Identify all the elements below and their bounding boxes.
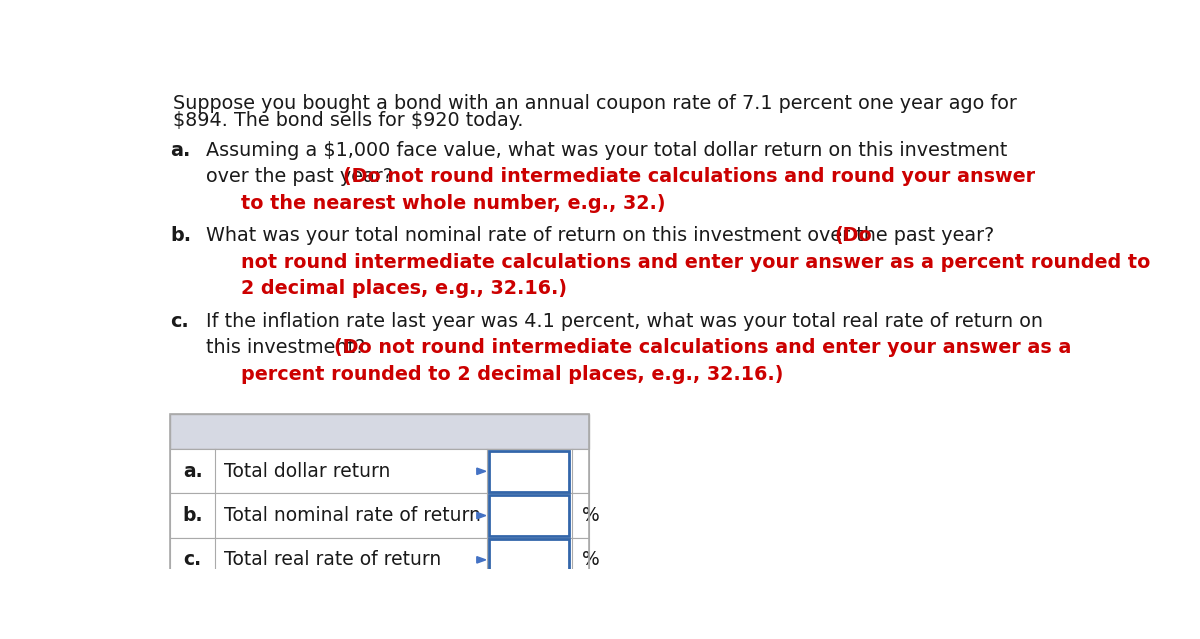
Text: %: % [582, 550, 599, 569]
Text: (Do not round intermediate calculations and enter your answer as a: (Do not round intermediate calculations … [334, 339, 1072, 357]
Polygon shape [476, 557, 486, 563]
Text: this investment?: this investment? [206, 339, 371, 357]
Text: not round intermediate calculations and enter your answer as a percent rounded t: not round intermediate calculations and … [241, 253, 1151, 272]
Text: What was your total nominal rate of return on this investment over the past year: What was your total nominal rate of retu… [206, 226, 1000, 245]
Text: If the inflation rate last year was 4.1 percent, what was your total real rate o: If the inflation rate last year was 4.1 … [206, 312, 1043, 331]
Text: to the nearest whole number, e.g., 32.): to the nearest whole number, e.g., 32.) [241, 194, 666, 213]
Polygon shape [476, 468, 486, 475]
Bar [170, 537, 589, 582]
Text: 2 decimal places, e.g., 32.16.): 2 decimal places, e.g., 32.16.) [241, 279, 568, 298]
Text: Total dollar return: Total dollar return [224, 462, 391, 481]
Polygon shape [476, 512, 486, 519]
Text: Total real rate of return: Total real rate of return [224, 550, 442, 569]
Text: (Do: (Do [834, 226, 872, 245]
Text: percent rounded to 2 decimal places, e.g., 32.16.): percent rounded to 2 decimal places, e.g… [241, 365, 784, 384]
Bar [170, 413, 589, 582]
Text: over the past year?: over the past year? [206, 167, 398, 186]
Bar [490, 495, 570, 536]
Text: Suppose you bought a bond with an annual coupon rate of 7.1 percent one year ago: Suppose you bought a bond with an annual… [173, 94, 1018, 113]
Bar [490, 450, 570, 492]
Text: c.: c. [170, 312, 190, 331]
Bar [170, 493, 589, 537]
Text: c.: c. [184, 550, 202, 569]
Text: %: % [582, 506, 599, 525]
Text: b.: b. [182, 506, 203, 525]
Bar [170, 413, 589, 449]
Text: \$894. The bond sells for \$920 today.: \$894. The bond sells for \$920 today. [173, 111, 523, 130]
Bar [490, 539, 570, 580]
Text: Total nominal rate of return: Total nominal rate of return [224, 506, 481, 525]
Bar [170, 449, 589, 493]
Text: b.: b. [170, 226, 192, 245]
Text: a.: a. [170, 141, 191, 160]
Text: a.: a. [182, 462, 203, 481]
Text: Assuming a \$1,000 face value, what was your total dollar return on this investm: Assuming a \$1,000 face value, what was … [206, 141, 1007, 160]
Text: (Do not round intermediate calculations and round your answer: (Do not round intermediate calculations … [343, 167, 1036, 186]
